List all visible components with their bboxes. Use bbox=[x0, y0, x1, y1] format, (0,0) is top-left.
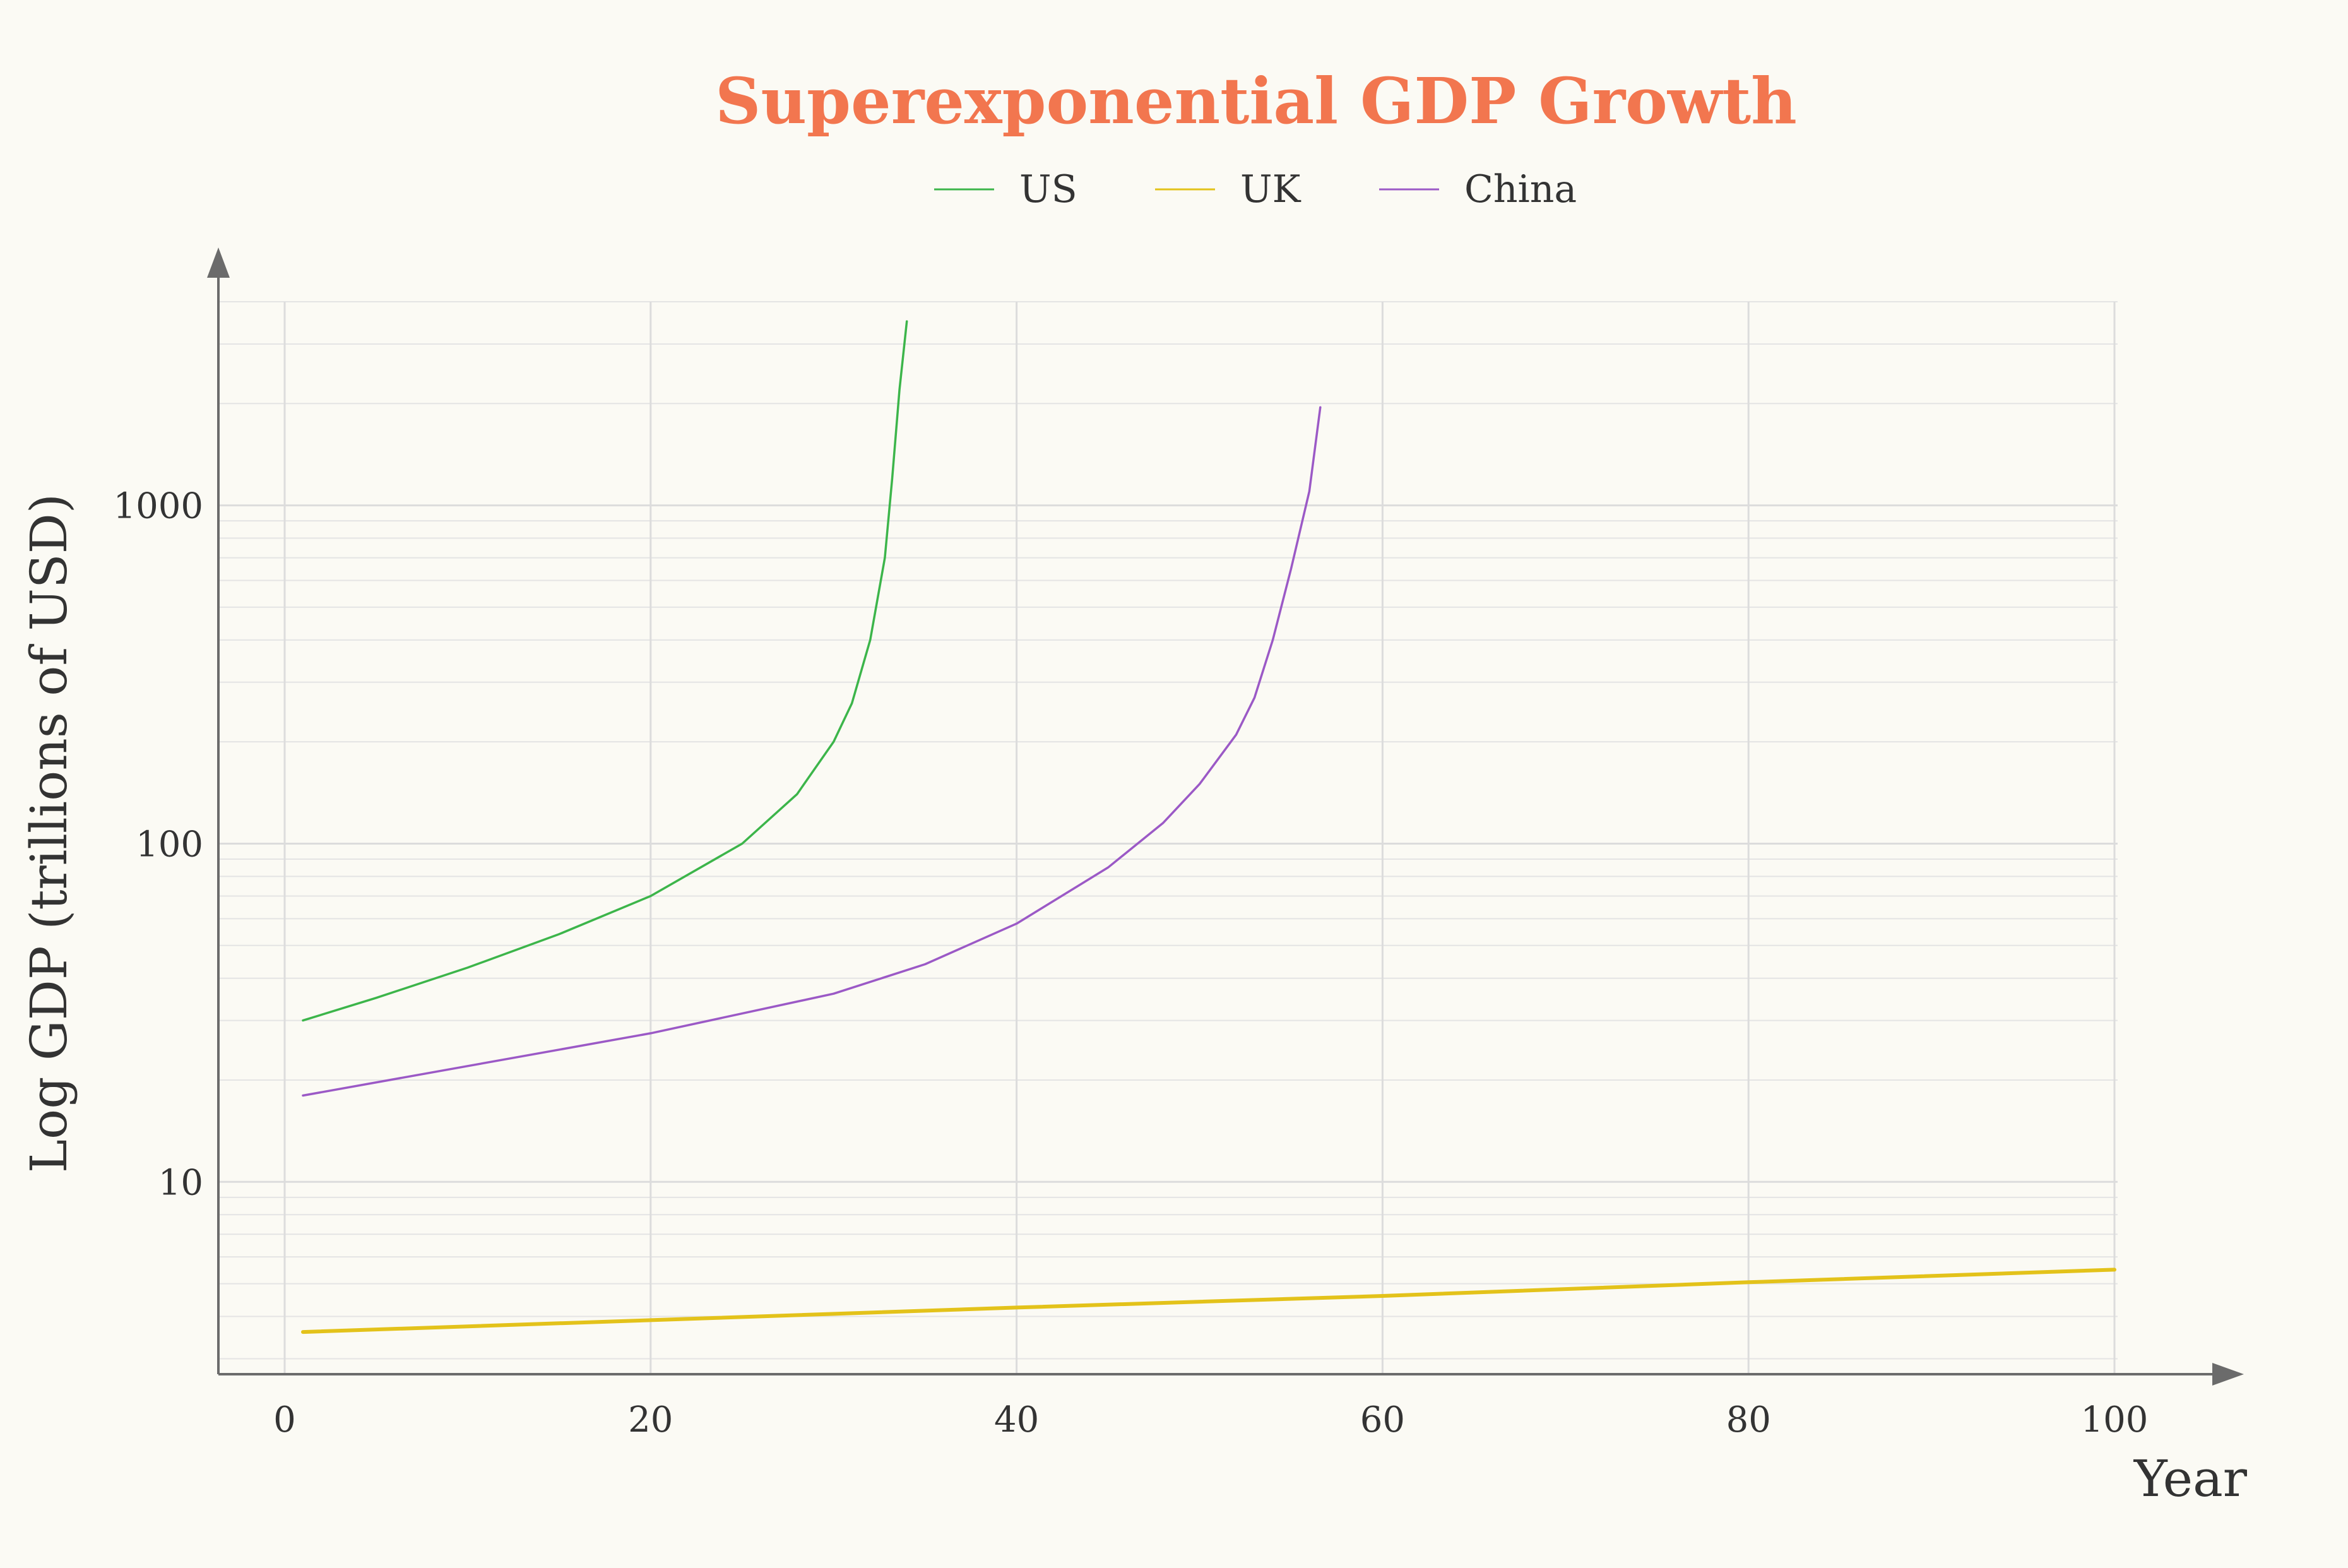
legend-label-us: US bbox=[1019, 167, 1077, 211]
x-tick-label: 20 bbox=[628, 1399, 673, 1440]
x-tick-label: 100 bbox=[2081, 1399, 2149, 1440]
legend-label-uk: UK bbox=[1240, 167, 1301, 211]
x-tick-label: 0 bbox=[273, 1399, 296, 1440]
x-tick-label: 40 bbox=[994, 1399, 1039, 1440]
series-lines bbox=[301, 320, 2116, 1334]
y-tick-label: 100 bbox=[136, 824, 203, 865]
y-tick-label: 1000 bbox=[113, 486, 203, 527]
x-tick-label: 60 bbox=[1360, 1399, 1405, 1440]
y-tick-label: 10 bbox=[158, 1162, 203, 1203]
y-tick-labels: 10 100 1000 bbox=[113, 486, 203, 1204]
legend-label-china: China bbox=[1464, 167, 1577, 211]
x-tick-labels: 0 20 40 60 80 100 bbox=[273, 1399, 2148, 1440]
y-axis-arrow bbox=[207, 247, 230, 278]
x-axis-title: Year bbox=[2133, 1449, 2248, 1508]
series-line-us bbox=[302, 320, 908, 1022]
series-line-china bbox=[302, 406, 1322, 1097]
x-tick-label: 80 bbox=[1726, 1399, 1771, 1440]
x-axis-arrow bbox=[2212, 1363, 2244, 1386]
chart-title: Superexponential GDP Growth bbox=[715, 64, 1797, 138]
grid bbox=[218, 301, 2118, 1374]
y-axis-title: Log GDP (trillions of USD) bbox=[20, 494, 78, 1173]
axes bbox=[207, 247, 2244, 1386]
series-line-uk bbox=[301, 1268, 2116, 1334]
legend: US UK China bbox=[934, 167, 1577, 211]
